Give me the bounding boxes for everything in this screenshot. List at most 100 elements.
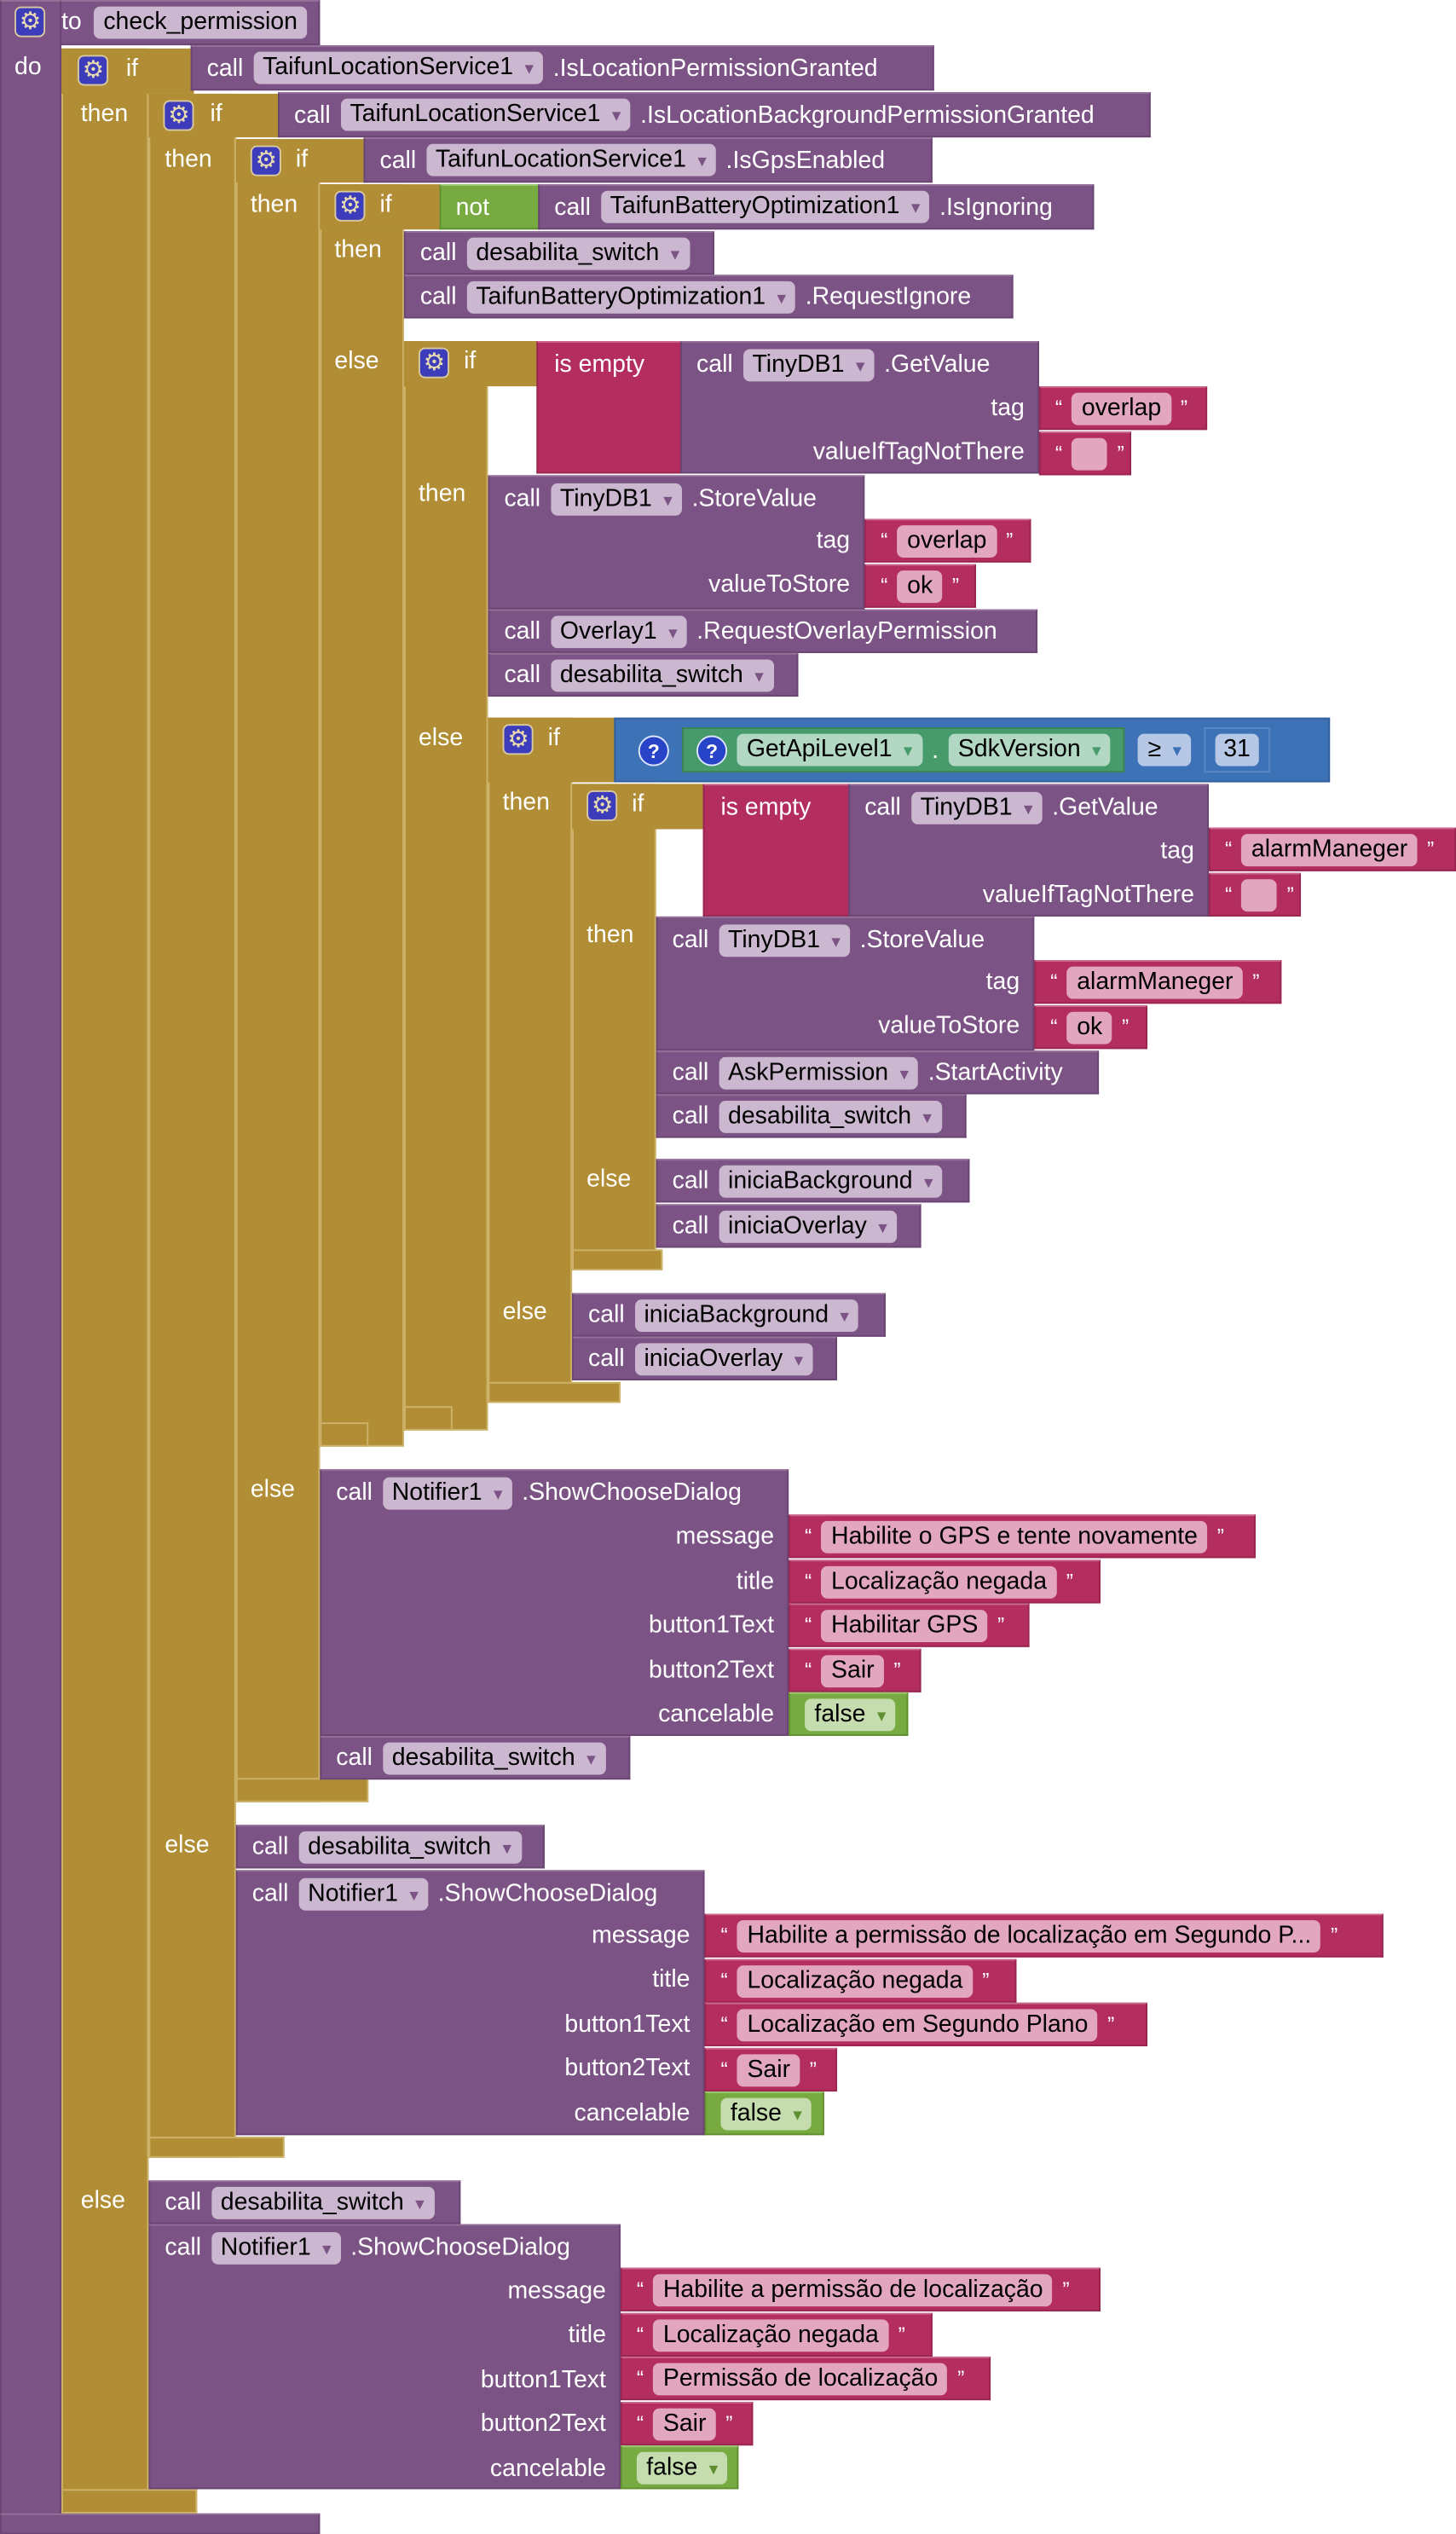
text-string-block[interactable]: “ Habilite o GPS e tente novamente ” (789, 1514, 1256, 1559)
call-inicia-background[interactable]: call iniciaBackground (572, 1293, 886, 1337)
string-value[interactable]: Localização negada (653, 2318, 889, 2352)
number-value[interactable]: 31 (1215, 733, 1259, 767)
procedure-name-field[interactable]: check_permission (93, 6, 308, 39)
component-dropdown[interactable]: TaifunLocationService1 (425, 143, 717, 176)
if3-gear-icon[interactable] (250, 145, 281, 176)
call-start-activity[interactable]: call AskPermission .StartActivity (656, 1050, 1100, 1095)
string-value[interactable]: Sair (737, 2053, 800, 2086)
text-string-block[interactable]: “ Localização negada ” (789, 1559, 1101, 1604)
procedure-dropdown[interactable]: desabilita_switch (718, 1100, 942, 1132)
string-value[interactable]: ok (897, 570, 943, 603)
procedure-dropdown[interactable]: iniciaOverlay (634, 1342, 813, 1375)
component-dropdown[interactable]: Notifier1 (382, 1476, 512, 1509)
string-value[interactable]: Sair (653, 2407, 716, 2440)
call-desabilita-switch[interactable]: call desabilita_switch (320, 1735, 631, 1780)
component-dropdown[interactable]: TaifunBatteryOptimization1 (465, 280, 796, 313)
show-choose-dialog-call[interactable]: call Notifier1 .ShowChooseDialog message… (320, 1469, 789, 1736)
string-value[interactable]: ok (1066, 1010, 1112, 1044)
boolean-dropdown[interactable]: false (720, 2097, 812, 2130)
string-value[interactable]: overlap (1072, 391, 1171, 425)
component-dropdown[interactable]: Notifier1 (211, 2231, 341, 2264)
string-value[interactable]: alarmManeger (1066, 965, 1243, 998)
boolean-dropdown[interactable]: false (636, 2450, 728, 2484)
if7-storevalue-call[interactable]: call TinyDB1 .StoreValue tag valueToStor… (656, 916, 1035, 1051)
procedure-dropdown[interactable]: desabilita_switch (550, 658, 774, 691)
string-value[interactable] (1241, 878, 1278, 911)
help-icon[interactable] (696, 734, 728, 766)
call-request-overlay-permission[interactable]: call Overlay1 .RequestOverlayPermission (488, 609, 1038, 653)
call-request-ignore[interactable]: call TaifunBatteryOptimization1 .Request… (403, 275, 1014, 319)
compare-block[interactable]: GetApiLevel1 . SdkVersion ≥ 31 (614, 717, 1331, 783)
text-string-block[interactable]: “ Sair ” (704, 2047, 837, 2092)
mutator-gear-icon[interactable] (14, 6, 46, 38)
procedure-dropdown[interactable]: desabilita_switch (298, 1830, 522, 1863)
text-string-block[interactable]: “ Sair ” (789, 1648, 922, 1692)
text-string-block[interactable]: “ Localização negada ” (620, 2312, 933, 2357)
text-string-block[interactable]: “” (1208, 872, 1302, 917)
procedure-dropdown[interactable]: desabilita_switch (382, 1741, 605, 1774)
component-dropdown[interactable]: TaifunLocationService1 (252, 51, 544, 84)
show-choose-dialog-call[interactable]: call Notifier1 .ShowChooseDialog message… (148, 2224, 621, 2490)
procedure-dropdown[interactable]: iniciaBackground (718, 1164, 943, 1197)
call-inicia-background[interactable]: call iniciaBackground (656, 1159, 970, 1203)
component-dropdown[interactable]: TinyDB1 (550, 482, 683, 515)
procedure-dropdown[interactable]: iniciaBackground (634, 1299, 859, 1332)
component-dropdown[interactable]: TinyDB1 (910, 790, 1043, 824)
procedure-dropdown[interactable]: iniciaOverlay (718, 1209, 898, 1242)
help-icon[interactable] (638, 734, 669, 766)
if5-is-empty-block[interactable]: is empty (536, 340, 682, 474)
call-desabilita-switch[interactable]: call desabilita_switch (656, 1094, 967, 1138)
text-string-block[interactable]: “” (1038, 431, 1131, 476)
if6-gear-icon[interactable] (502, 724, 534, 755)
procedure-dropdown[interactable]: desabilita_switch (465, 236, 690, 269)
text-string-block[interactable]: “ overlap ” (1038, 386, 1208, 431)
if7-getvalue-call[interactable]: call TinyDB1 .GetValue tag valueIfTagNot… (848, 784, 1209, 917)
if5-gear-icon[interactable] (418, 347, 450, 379)
text-string-block[interactable]: “ Habilite a permissão de localização em … (704, 1913, 1384, 1958)
if4-gear-icon[interactable] (334, 190, 366, 222)
text-string-block[interactable]: “ ok ” (864, 564, 977, 608)
text-string-block[interactable]: “ alarmManeger ” (1208, 827, 1456, 871)
if2-gear-icon[interactable] (163, 100, 194, 131)
string-value[interactable]: Localização negada (821, 1565, 1057, 1598)
string-value[interactable]: overlap (897, 524, 997, 558)
string-value[interactable]: Permissão de localização (653, 2362, 948, 2395)
component-dropdown[interactable]: Overlay1 (550, 615, 687, 648)
if1-gear-icon[interactable] (77, 55, 109, 86)
string-value[interactable]: Habilitar GPS (821, 1609, 988, 1642)
string-value[interactable]: Localização negada (737, 1964, 973, 1998)
string-value[interactable]: alarmManeger (1241, 833, 1418, 866)
if7-is-empty-block[interactable]: is empty (702, 784, 851, 917)
text-string-block[interactable]: “ Habilite a permissão de localização ” (620, 2267, 1101, 2311)
text-string-block[interactable]: “ ok ” (1034, 1005, 1147, 1050)
call-inicia-overlay[interactable]: call iniciaOverlay (572, 1336, 837, 1380)
text-string-block[interactable]: “ Permissão de localização ” (620, 2356, 991, 2401)
call-desabilita-switch[interactable]: call desabilita_switch (235, 1825, 545, 1869)
number-block[interactable]: 31 (1204, 727, 1270, 773)
procedure-dropdown[interactable]: desabilita_switch (211, 2185, 434, 2219)
call-desabilita-switch[interactable]: call desabilita_switch (488, 652, 799, 697)
boolean-block[interactable]: false (620, 2445, 739, 2490)
operator-dropdown[interactable]: ≥ (1138, 733, 1192, 767)
component-dropdown[interactable]: AskPermission (718, 1056, 919, 1089)
boolean-dropdown[interactable]: false (805, 1698, 896, 1731)
component-dropdown[interactable]: Notifier1 (298, 1877, 429, 1910)
component-dropdown[interactable]: TinyDB1 (718, 923, 851, 957)
text-string-block[interactable]: “ alarmManeger ” (1034, 960, 1282, 1004)
string-value[interactable]: Habilite a permissão de localização em S… (737, 1919, 1321, 1953)
call-desabilita-switch[interactable]: call desabilita_switch (403, 231, 714, 275)
if4-condition-call[interactable]: call TaifunBatteryOptimization1 .IsIgnor… (538, 184, 1095, 230)
text-string-block[interactable]: “ Localização negada ” (704, 1958, 1017, 2003)
boolean-block[interactable]: false (704, 2091, 824, 2136)
call-desabilita-switch[interactable]: call desabilita_switch (148, 2180, 461, 2224)
if2-condition-call[interactable]: call TaifunLocationService1 .IsLocationB… (278, 92, 1151, 138)
component-dropdown[interactable]: TaifunLocationService1 (340, 98, 631, 131)
text-string-block[interactable]: “ Sair ” (620, 2402, 754, 2446)
string-value[interactable] (1072, 437, 1108, 470)
if5-storevalue-call[interactable]: call TinyDB1 .StoreValue tag valueToStor… (488, 475, 865, 610)
string-value[interactable]: Localização em Segundo Plano (737, 2008, 1098, 2041)
boolean-block[interactable]: false (789, 1692, 909, 1736)
component-dropdown[interactable]: GetApiLevel1 (737, 733, 922, 767)
string-value[interactable]: Sair (821, 1654, 885, 1687)
component-property-getter[interactable]: GetApiLevel1 . SdkVersion (681, 727, 1125, 773)
